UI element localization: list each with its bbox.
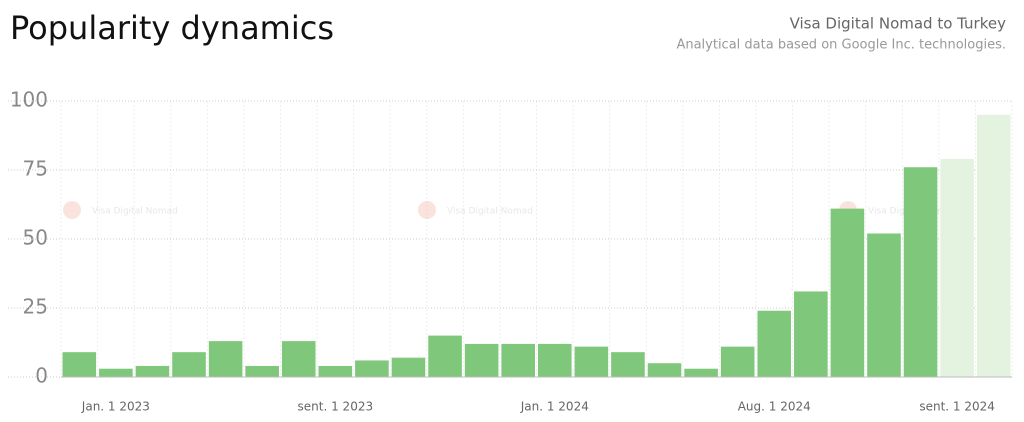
bar — [245, 365, 279, 377]
bar — [208, 341, 243, 377]
bar — [538, 343, 572, 377]
bar — [355, 360, 389, 377]
y-tick-label: 25 — [23, 295, 48, 319]
bar — [647, 363, 682, 377]
bar — [720, 346, 755, 377]
bar — [940, 158, 974, 377]
source-note: Analytical data based on Google Inc. tec… — [676, 38, 1006, 53]
bar — [574, 346, 609, 377]
y-tick-label: 100 — [10, 88, 48, 112]
watermark: Visa Digital Nomad — [92, 207, 178, 217]
x-tick-label: Jan. 1 2024 — [520, 400, 589, 414]
y-tick-label: 50 — [23, 226, 48, 250]
chart-subtitle: Visa Digital Nomad to Turkey — [790, 15, 1007, 33]
watermark-logo — [63, 201, 81, 219]
watermark: Visa Digital Nomad — [447, 207, 533, 217]
bar — [794, 291, 828, 377]
watermark-logo — [418, 201, 436, 219]
bar — [611, 352, 645, 377]
y-tick-label: 0 — [35, 364, 48, 388]
bar — [976, 114, 1011, 378]
bar — [501, 343, 535, 377]
bar — [99, 368, 133, 377]
bar — [135, 365, 170, 377]
bar — [757, 310, 792, 377]
chart-title: Popularity dynamics — [10, 9, 334, 47]
bar — [318, 365, 353, 377]
watermarks: Visa Digital Nomad Visa Digital Nomad Vi… — [63, 201, 954, 219]
x-tick-label: sent. 1 2024 — [919, 400, 995, 414]
bar — [867, 233, 901, 377]
bar — [62, 352, 97, 377]
x-tick-label: Jan. 1 2023 — [81, 400, 150, 414]
bar — [464, 343, 499, 377]
bar — [281, 341, 316, 377]
y-tick-label: 75 — [23, 157, 48, 181]
bar — [903, 167, 938, 377]
bar — [684, 368, 718, 377]
bar — [391, 357, 426, 377]
bar — [172, 352, 206, 377]
bar — [428, 335, 462, 377]
x-tick-label: Aug. 1 2024 — [738, 400, 811, 414]
bar — [830, 208, 865, 377]
x-tick-label: sent. 1 2023 — [298, 400, 374, 414]
